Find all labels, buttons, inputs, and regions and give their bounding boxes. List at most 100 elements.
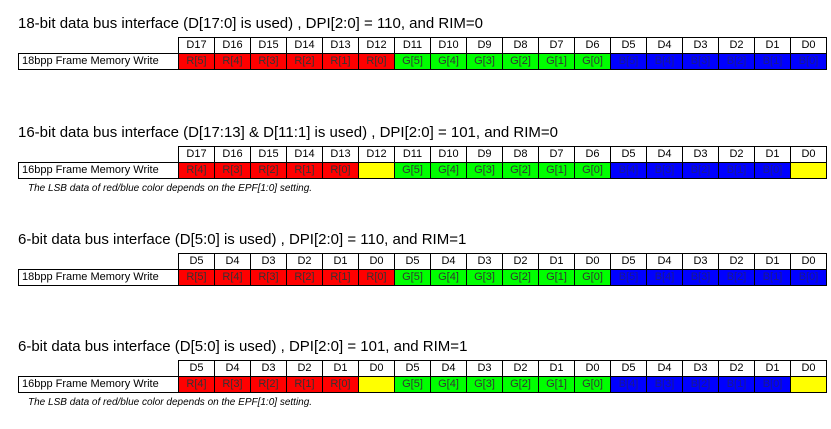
- bit-cell: B[0]: [754, 376, 791, 393]
- column-header: D0: [790, 360, 827, 377]
- row-label: 18bpp Frame Memory Write: [18, 53, 179, 70]
- section-title: 16-bit data bus interface (D[17:13] & D[…: [18, 124, 559, 141]
- column-header: D10: [430, 37, 467, 54]
- column-header: D3: [682, 253, 719, 270]
- bit-cell: G[5]: [394, 376, 431, 393]
- section-title: 18-bit data bus interface (D[17:0] is us…: [18, 15, 483, 32]
- bit-cell: B[3]: [646, 162, 683, 179]
- bit-cell: B[2]: [682, 376, 719, 393]
- bit-cell: B[2]: [718, 269, 755, 286]
- bit-cell: R[5]: [178, 53, 215, 70]
- bit-cell: B[4]: [646, 269, 683, 286]
- column-header: D4: [214, 360, 251, 377]
- bit-cell: G[1]: [538, 376, 575, 393]
- column-header: D3: [250, 360, 287, 377]
- bit-cell: B[0]: [790, 53, 827, 70]
- column-header: D1: [754, 37, 791, 54]
- bit-cell: R[4]: [214, 269, 251, 286]
- column-header: D11: [394, 146, 431, 163]
- column-header: D8: [502, 146, 539, 163]
- column-header: D14: [286, 37, 323, 54]
- column-header: D0: [358, 360, 395, 377]
- bit-cell: G[0]: [574, 376, 611, 393]
- bit-cell: B[0]: [754, 162, 791, 179]
- bit-cell: G[3]: [466, 162, 503, 179]
- column-header: D9: [466, 146, 503, 163]
- column-header: D0: [358, 253, 395, 270]
- column-header: D1: [754, 146, 791, 163]
- bit-cell: R[0]: [358, 53, 395, 70]
- bit-cell: B[1]: [718, 376, 755, 393]
- bit-cell: R[2]: [286, 53, 323, 70]
- section-title: 6-bit data bus interface (D[5:0] is used…: [18, 231, 467, 248]
- bit-cell: R[1]: [286, 162, 323, 179]
- column-header: D1: [754, 360, 791, 377]
- column-header: D2: [286, 253, 323, 270]
- column-header: D7: [538, 37, 575, 54]
- bit-cell: R[3]: [250, 53, 287, 70]
- column-header: D16: [214, 37, 251, 54]
- bit-cell: B[1]: [718, 162, 755, 179]
- bit-cell: B[2]: [718, 53, 755, 70]
- bit-cell: B[3]: [646, 376, 683, 393]
- bit-cell: G[4]: [430, 162, 467, 179]
- bit-cell: G[1]: [538, 269, 575, 286]
- column-header: D5: [610, 146, 647, 163]
- bit-cell: R[1]: [322, 269, 359, 286]
- column-header: D1: [538, 360, 575, 377]
- section-title: 6-bit data bus interface (D[5:0] is used…: [18, 338, 468, 355]
- column-header: D2: [718, 146, 755, 163]
- column-header: D16: [214, 146, 251, 163]
- bit-cell: R[3]: [214, 376, 251, 393]
- column-header: D2: [502, 360, 539, 377]
- bit-cell: B[5]: [610, 53, 647, 70]
- bit-cell: R[3]: [250, 269, 287, 286]
- bit-cell: B[4]: [610, 376, 647, 393]
- column-header: D2: [718, 360, 755, 377]
- bit-cell: B[2]: [682, 162, 719, 179]
- row-label: 16bpp Frame Memory Write: [18, 162, 179, 179]
- bit-cell: G[5]: [394, 53, 431, 70]
- row-label: 16bpp Frame Memory Write: [18, 376, 179, 393]
- bit-cell: G[5]: [394, 162, 431, 179]
- bit-cell: R[2]: [250, 162, 287, 179]
- bit-cell: R[0]: [358, 269, 395, 286]
- column-header: D13: [322, 146, 359, 163]
- column-header: D4: [646, 360, 683, 377]
- column-header: D1: [322, 360, 359, 377]
- column-header: D5: [610, 253, 647, 270]
- bit-cell: B[1]: [754, 53, 791, 70]
- bit-cell: G[0]: [574, 162, 611, 179]
- bit-cell: G[2]: [502, 269, 539, 286]
- column-header: D4: [646, 37, 683, 54]
- column-header: D12: [358, 37, 395, 54]
- bit-cell: G[1]: [538, 53, 575, 70]
- column-header: D1: [322, 253, 359, 270]
- bit-cell: B[5]: [610, 269, 647, 286]
- column-header: D11: [394, 37, 431, 54]
- column-header: D4: [646, 253, 683, 270]
- bit-cell: [790, 162, 827, 179]
- column-header: D5: [178, 253, 215, 270]
- bit-cell: R[4]: [214, 53, 251, 70]
- bit-cell: R[1]: [286, 376, 323, 393]
- row-label: 18bpp Frame Memory Write: [18, 269, 179, 286]
- column-header: D17: [178, 146, 215, 163]
- bit-cell: G[3]: [466, 53, 503, 70]
- column-header: D6: [574, 37, 611, 54]
- column-header: D15: [250, 37, 287, 54]
- column-header: D2: [502, 253, 539, 270]
- column-header: D2: [718, 253, 755, 270]
- column-header: D3: [466, 253, 503, 270]
- bit-cell: G[4]: [430, 53, 467, 70]
- column-header: D4: [430, 253, 467, 270]
- column-header: D15: [250, 146, 287, 163]
- bit-cell: G[0]: [574, 53, 611, 70]
- bit-cell: G[4]: [430, 376, 467, 393]
- bit-cell: G[5]: [394, 269, 431, 286]
- bit-cell: R[0]: [322, 376, 359, 393]
- bit-cell: R[4]: [178, 376, 215, 393]
- bit-cell: G[0]: [574, 269, 611, 286]
- column-header: D3: [466, 360, 503, 377]
